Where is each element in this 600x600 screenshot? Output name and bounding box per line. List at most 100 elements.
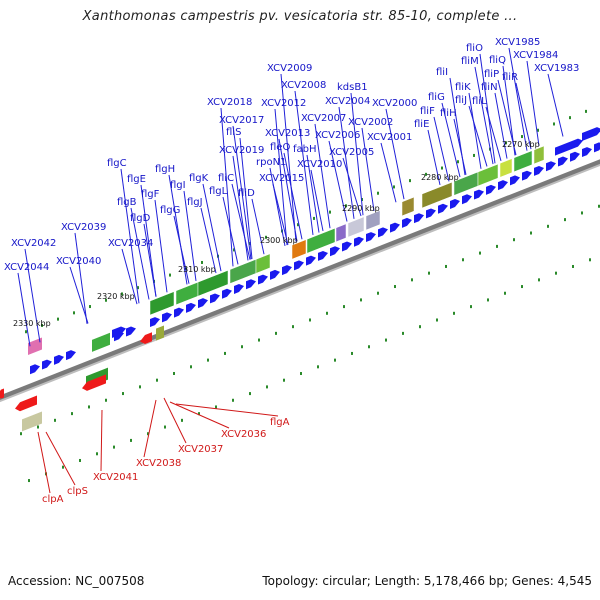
feature-block[interactable] [197, 269, 229, 297]
gene-label-XCV2040[interactable]: XCV2040 [56, 256, 101, 267]
feature-block[interactable] [255, 253, 271, 274]
gene-label-fliK[interactable]: fliK [455, 82, 471, 93]
gene-arrow[interactable] [186, 302, 196, 313]
gene-label-XCV2004[interactable]: XCV2004 [325, 96, 370, 107]
feature-track[interactable] [22, 145, 545, 432]
feature-block[interactable] [149, 291, 175, 316]
feature-block[interactable] [347, 216, 365, 238]
feature-block[interactable] [175, 281, 199, 306]
gene-label-XCV2008[interactable]: XCV2008 [281, 80, 326, 91]
gene-arrow[interactable] [330, 246, 340, 257]
gene-arrow[interactable] [30, 364, 40, 375]
gene-label-fliL[interactable]: fliL [472, 96, 487, 107]
gene-label-fabH[interactable]: fabH [293, 144, 317, 155]
gene-label-fliS[interactable]: fliS [226, 127, 241, 138]
gene-arrow[interactable] [534, 165, 544, 176]
gene-arrow[interactable] [234, 284, 244, 294]
gene-label-kdsB1[interactable]: kdsB1 [337, 82, 368, 93]
gene-label-flgJ[interactable]: flgJ [187, 197, 203, 208]
gene-arrow[interactable] [378, 227, 388, 238]
gene-label-fliM[interactable]: fliM [461, 56, 479, 67]
gene-label-XCV2039[interactable]: XCV2039 [61, 222, 106, 233]
gene-label-flgA[interactable]: flgA [270, 417, 290, 428]
feature-block[interactable] [365, 210, 381, 231]
gene-arrow[interactable] [198, 298, 208, 309]
gene-arrow[interactable] [582, 127, 600, 142]
feature-block[interactable] [513, 150, 533, 173]
gene-arrow[interactable] [414, 213, 424, 224]
feature-block[interactable] [335, 223, 347, 243]
gene-label-flgF[interactable]: flgF [141, 189, 160, 200]
gene-label-flgE[interactable]: flgE [127, 174, 146, 185]
gene-arrow[interactable] [150, 317, 160, 328]
gene-arrow[interactable] [306, 255, 316, 266]
gene-label-fliN[interactable]: fliN [481, 82, 498, 93]
gene-label-flgL[interactable]: flgL [209, 186, 228, 197]
gene-arrow[interactable] [486, 184, 496, 195]
gene-label-flgB[interactable]: flgB [117, 197, 137, 208]
gene-arrow[interactable] [282, 265, 292, 276]
gene-label-XCV2002[interactable]: XCV2002 [348, 117, 393, 128]
gene-label-XCV2010[interactable]: XCV2010 [297, 159, 342, 170]
gene-label-XCV2000[interactable]: XCV2000 [372, 98, 417, 109]
gene-arrow[interactable] [140, 332, 152, 345]
gene-arrow[interactable] [66, 350, 76, 361]
gene-label-flgK[interactable]: flgK [189, 173, 209, 184]
gene-arrow[interactable] [222, 288, 232, 299]
feature-block[interactable] [421, 181, 453, 209]
gene-arrow[interactable] [366, 232, 376, 243]
gene-arrow[interactable] [318, 250, 328, 261]
gene-label-flgI[interactable]: flgI [170, 180, 186, 191]
gene-label-fliJ[interactable]: fliJ [455, 95, 467, 106]
gene-label-XCV2041[interactable]: XCV2041 [93, 472, 138, 483]
gene-arrow[interactable] [126, 326, 136, 337]
gene-arrow[interactable] [498, 180, 508, 191]
gene-label-XCV2005[interactable]: XCV2005 [329, 147, 374, 158]
gene-arrow[interactable] [390, 222, 400, 233]
gene-arrow[interactable] [450, 199, 460, 209]
gene-label-XCV2018[interactable]: XCV2018 [207, 97, 252, 108]
feature-block[interactable] [92, 332, 110, 352]
gene-arrow[interactable] [15, 395, 37, 412]
gene-label-clpA[interactable]: clpA [42, 494, 64, 505]
gene-arrow[interactable] [0, 388, 4, 399]
gene-label-fliQ[interactable]: fliQ [489, 55, 506, 66]
gene-arrows[interactable] [0, 127, 600, 412]
gene-arrow[interactable] [54, 354, 64, 365]
gene-arrow[interactable] [546, 161, 556, 172]
gene-arrow[interactable] [246, 279, 256, 290]
gene-label-XCV2001[interactable]: XCV2001 [367, 132, 412, 143]
gene-arrow[interactable] [112, 326, 126, 338]
gene-arrow[interactable] [42, 359, 52, 370]
gene-label-fliP[interactable]: fliP [484, 69, 499, 80]
gene-label-flgD[interactable]: flgD [130, 213, 151, 224]
gene-arrow[interactable] [555, 138, 583, 156]
gene-label-XCV2034[interactable]: XCV2034 [108, 238, 153, 249]
feature-block[interactable] [28, 337, 42, 356]
gene-label-clpS[interactable]: clpS [67, 486, 88, 497]
gene-arrow[interactable] [258, 274, 268, 285]
feature-block[interactable] [499, 158, 513, 178]
gene-label-XCV2015[interactable]: XCV2015 [259, 173, 304, 184]
gene-arrow[interactable] [474, 189, 484, 200]
gene-arrow[interactable] [162, 312, 172, 323]
gene-label-XCV1983[interactable]: XCV1983 [534, 63, 579, 74]
gene-label-fliD[interactable]: fliD [238, 188, 255, 199]
gene-arrow[interactable] [510, 175, 520, 186]
feature-block[interactable] [306, 227, 336, 254]
gene-arrow[interactable] [594, 142, 600, 153]
gene-arrow[interactable] [210, 293, 220, 304]
gene-label-flgG[interactable]: flgG [160, 205, 180, 216]
gene-label-fliF[interactable]: fliF [420, 106, 435, 117]
gene-arrow[interactable] [558, 156, 568, 167]
gene-arrow[interactable] [426, 208, 436, 219]
feature-block[interactable] [533, 145, 545, 165]
feature-block[interactable] [291, 239, 307, 260]
gene-arrow[interactable] [294, 260, 304, 271]
gene-arrow[interactable] [174, 307, 184, 318]
feature-block[interactable] [22, 411, 42, 432]
gene-label-fliO[interactable]: fliO [466, 43, 483, 54]
gene-label-fliI[interactable]: fliI [436, 67, 448, 78]
gene-arrow[interactable] [462, 194, 472, 205]
